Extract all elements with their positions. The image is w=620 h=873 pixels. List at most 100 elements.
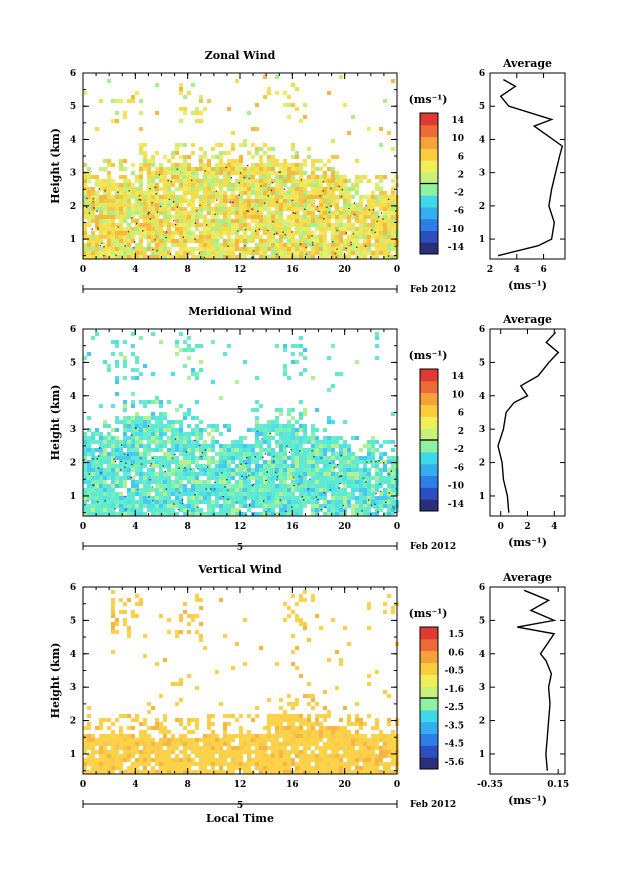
heatmap-cell [167, 504, 171, 508]
heatmap-cell [167, 770, 171, 774]
heatmap-cell [215, 670, 219, 674]
heatmap-cell [351, 187, 355, 191]
heatmap-cell [95, 512, 99, 516]
heatmap-cell [255, 496, 259, 500]
heatmap-cell [315, 758, 319, 762]
heatmap-cell [327, 488, 331, 492]
heatmap-cell [115, 622, 119, 626]
heatmap-cell [327, 508, 331, 512]
heatmap-cell [131, 614, 135, 618]
heatmap-cell [255, 231, 259, 235]
heatmap-cell [219, 464, 223, 468]
heatmap-cell [287, 179, 291, 183]
heatmap-cell [131, 332, 135, 336]
heatmap-cell [243, 360, 247, 364]
heatmap-cell [271, 203, 275, 207]
heatmap-cell [255, 488, 259, 492]
heatmap-cell [159, 231, 163, 235]
heatmap-cell [355, 468, 359, 472]
heatmap-cell [211, 444, 215, 448]
heatmap-cell [247, 492, 251, 496]
heatmap-cell [267, 432, 271, 436]
heatmap-cell [87, 440, 91, 444]
contour-mark [130, 477, 132, 479]
heatmap-cell [343, 199, 347, 203]
heatmap-cell [103, 496, 107, 500]
heatmap-cell [339, 758, 343, 762]
heatmap-cell [319, 722, 323, 726]
heatmap-cell [267, 195, 271, 199]
heatmap-cell [139, 179, 143, 183]
heatmap-cell [295, 227, 299, 231]
heatmap-cell [263, 742, 267, 746]
heatmap-cell [147, 452, 151, 456]
heatmap-cell [95, 235, 99, 239]
heatmap-cell [151, 159, 155, 163]
heatmap-cell [235, 203, 239, 207]
heatmap-cell [335, 746, 339, 750]
heatmap-cell [287, 432, 291, 436]
heatmap-cell [187, 444, 191, 448]
heatmap-cell [303, 424, 307, 428]
heatmap-cell [323, 243, 327, 247]
heatmap-cell [195, 191, 199, 195]
heatmap-cell [263, 746, 267, 750]
contour-mark [214, 488, 216, 490]
heatmap-cell [199, 159, 203, 163]
heatmap-cell [147, 460, 151, 464]
heatmap-cell [211, 448, 215, 452]
heatmap-cell [299, 750, 303, 754]
heatmap-cell [131, 187, 135, 191]
heatmap-cell [275, 730, 279, 734]
heatmap-cell [123, 508, 127, 512]
heatmap-cell [311, 159, 315, 163]
average-y-tick-label: 2 [479, 202, 485, 212]
heatmap-cell [339, 718, 343, 722]
heatmap-cell [123, 255, 127, 259]
heatmap-cell [99, 432, 103, 436]
heatmap-cell [91, 336, 95, 340]
heatmap-cell [87, 770, 91, 774]
contour-mark [148, 211, 150, 214]
heatmap-cell [335, 464, 339, 468]
colorbar-tick-label: -14 [448, 243, 464, 253]
heatmap-cell [207, 770, 211, 774]
heatmap-cell [307, 440, 311, 444]
heatmap-cell [119, 714, 123, 718]
heatmap-cell [315, 167, 319, 171]
heatmap-cell [143, 742, 147, 746]
heatmap-cell [259, 195, 263, 199]
heatmap-cell [171, 742, 175, 746]
heatmap-cell [127, 235, 131, 239]
contour-mark [320, 457, 322, 459]
heatmap-cell [331, 488, 335, 492]
heatmap-cell [387, 480, 391, 484]
heatmap-cell [283, 440, 287, 444]
heatmap-cell [243, 231, 247, 235]
colorbar-swatch [420, 183, 438, 196]
heatmap-cell [195, 416, 199, 420]
heatmap-cell [331, 500, 335, 504]
heatmap-cell [199, 488, 203, 492]
heatmap-cell [311, 496, 315, 500]
heatmap-cell [303, 163, 307, 167]
heatmap-cell [115, 746, 119, 750]
heatmap-cell [283, 368, 287, 372]
heatmap-cell [159, 448, 163, 452]
contour-mark [252, 483, 255, 485]
heatmap-cell [383, 195, 387, 199]
heatmap-cell [243, 480, 247, 484]
average-y-tick-label: 2 [479, 459, 485, 469]
heatmap-cell [291, 243, 295, 247]
heatmap-cell [159, 508, 163, 512]
heatmap-cell [387, 508, 391, 512]
heatmap-cell [179, 508, 183, 512]
heatmap-cell [291, 770, 295, 774]
heatmap-cell [263, 440, 267, 444]
heatmap-cell [171, 171, 175, 175]
heatmap-cell [135, 718, 139, 722]
heatmap-cell [243, 199, 247, 203]
contour-mark [263, 202, 266, 204]
contour-mark [345, 247, 347, 249]
heatmap-cell [307, 766, 311, 770]
